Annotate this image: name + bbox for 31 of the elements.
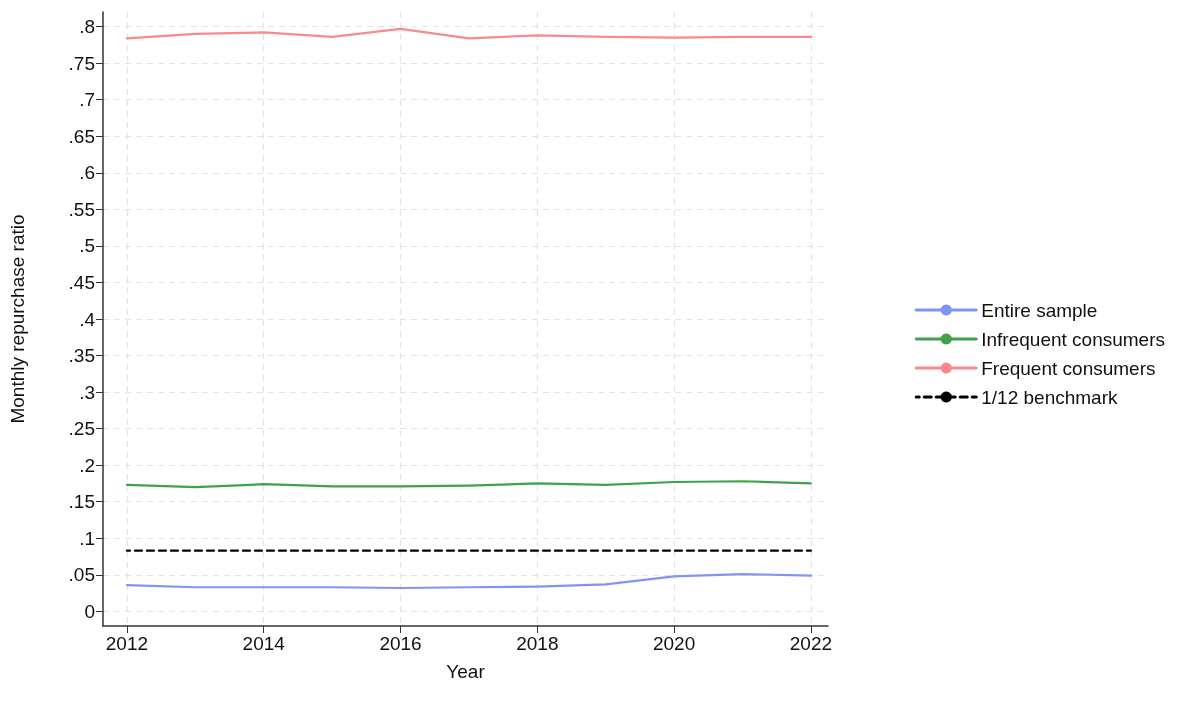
line-series — [125, 27, 812, 40]
x-tick-label: 2018 — [516, 633, 559, 654]
x-tick-label: 2014 — [242, 633, 286, 654]
line-series — [125, 573, 812, 590]
y-tick-label: .8 — [79, 16, 95, 38]
y-tick-label: .35 — [68, 345, 95, 367]
y-tick-label: .05 — [68, 564, 95, 586]
y-tick-label: .45 — [68, 271, 95, 293]
y-tick-label: .75 — [68, 52, 95, 74]
y-tick-label: .7 — [79, 89, 95, 111]
y-axis-title: Monthly repurchase ratio — [7, 214, 28, 424]
legend-label: Frequent consumers — [981, 357, 1156, 379]
y-tick-label: .4 — [79, 308, 96, 330]
x-tick-label: 2020 — [652, 633, 696, 654]
x-tick-label: 2022 — [789, 633, 833, 654]
y-tick-label: .65 — [68, 125, 95, 147]
y-tick-label: .6 — [79, 162, 95, 184]
y-tick-label: .1 — [79, 527, 95, 549]
legend-label: Entire sample — [981, 299, 1098, 321]
y-tick-label: .3 — [79, 381, 95, 403]
x-tick-label: 2012 — [105, 633, 149, 654]
legend-label: Infrequent consumers — [981, 328, 1165, 350]
y-tick-label: .25 — [68, 418, 95, 440]
y-tick-label: .2 — [79, 454, 95, 476]
x-axis-title: Year — [446, 661, 486, 682]
y-tick-label: .5 — [79, 235, 95, 257]
legend-label: 1/12 benchmark — [981, 386, 1118, 408]
y-tick-label: .15 — [68, 491, 95, 513]
x-tick-label: 2016 — [379, 633, 422, 654]
y-tick-label: .55 — [68, 198, 95, 220]
y-tick-label: 0 — [84, 600, 95, 622]
